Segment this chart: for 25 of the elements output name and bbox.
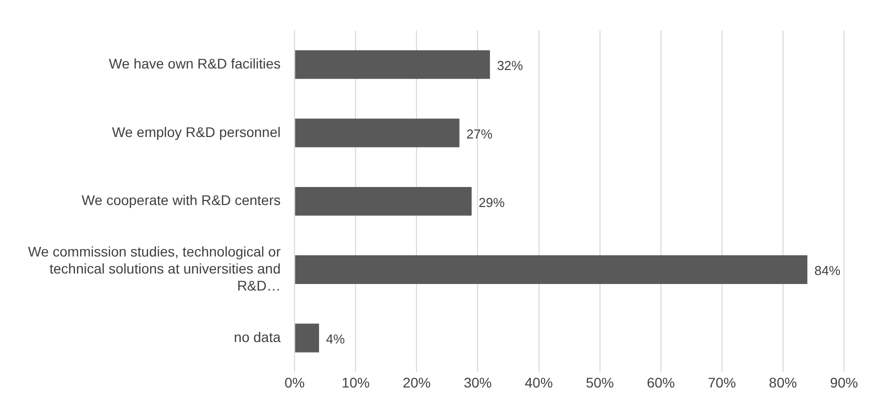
data-label: 84% — [814, 263, 841, 278]
bar — [295, 50, 490, 79]
data-label: 4% — [326, 332, 346, 347]
y-tick-label: We employ R&D personnel — [112, 124, 281, 140]
data-label: 29% — [478, 194, 506, 210]
bar — [295, 186, 472, 216]
bar — [295, 118, 460, 148]
x-tick-label: 30% — [464, 374, 492, 390]
y-tick-label: no data — [234, 328, 281, 345]
x-tick-label: 70% — [708, 374, 736, 390]
bar — [295, 324, 320, 352]
x-tick-label: 80% — [768, 374, 797, 390]
x-tick-label: 60% — [646, 374, 675, 390]
x-tick-label: 90% — [830, 374, 858, 390]
x-tick-label: 10% — [342, 374, 370, 390]
data-label: 32% — [496, 58, 524, 74]
data-label: 27% — [466, 126, 493, 142]
y-tick-label: We have own R&D facilities — [108, 55, 281, 72]
x-tick-label: 40% — [524, 374, 553, 390]
x-tick-label: 0% — [284, 374, 305, 390]
x-tick-label: 20% — [402, 374, 431, 390]
bar — [295, 255, 808, 284]
y-tick-label: We commission studies, technological or technical solutions at universities and R&D… — [28, 244, 281, 294]
y-tick-label: We cooperate with R&D centers — [82, 192, 281, 208]
x-tick-label: 50% — [586, 374, 614, 390]
